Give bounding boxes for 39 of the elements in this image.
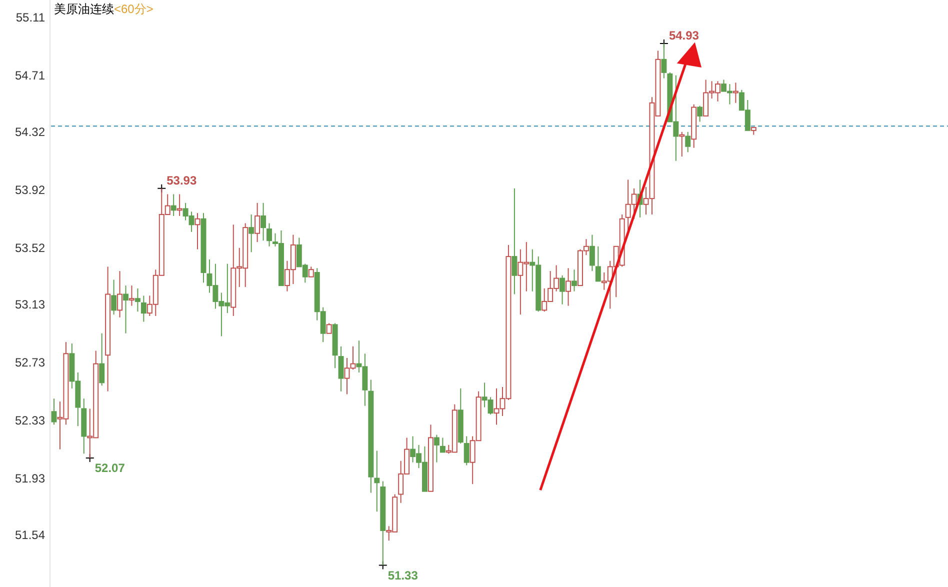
y-tick-label: 51.54 (14, 528, 46, 542)
y-tick-label: 52.33 (14, 414, 46, 428)
candlestick (123, 285, 128, 334)
candlestick (589, 234, 595, 272)
candlestick (368, 379, 374, 494)
chart-subtitle: <60分> (114, 2, 154, 16)
candlestick (170, 194, 176, 216)
y-tick-label: 54.32 (14, 125, 46, 140)
candlestick (200, 212, 206, 284)
y-tick-label: 53.92 (14, 183, 46, 198)
candlestick (105, 266, 111, 392)
annotation: 54.93 (668, 28, 700, 42)
candlestick (111, 279, 117, 316)
candlestick (254, 202, 260, 243)
y-tick-label: 52.73 (14, 356, 46, 370)
candlestick (572, 269, 577, 292)
y-tick-label: 55.11 (16, 10, 46, 25)
y-tick-label: 53.52 (14, 241, 46, 256)
candlestick (176, 194, 182, 216)
candlestick (566, 268, 572, 306)
candlestick (117, 270, 123, 318)
candlestick (194, 212, 200, 250)
y-tick-label: 51.93 (14, 471, 46, 486)
annotation: 53.93 (166, 173, 197, 188)
candlestick (128, 285, 134, 306)
candlestick (266, 222, 272, 247)
candlestick (134, 288, 140, 312)
candlestick (260, 202, 266, 242)
candlestick (374, 450, 380, 512)
candlestick (140, 295, 146, 322)
candlestick (248, 214, 254, 253)
y-tick-label: 53.13 (14, 298, 46, 312)
candlestick (338, 346, 344, 392)
candlestick (81, 398, 87, 454)
y-tick-label: 54.71 (14, 68, 46, 83)
annotation: 51.33 (388, 568, 418, 582)
candlestick (732, 82, 738, 104)
annotation: 52.07 (94, 461, 126, 476)
candlestick (512, 188, 518, 295)
